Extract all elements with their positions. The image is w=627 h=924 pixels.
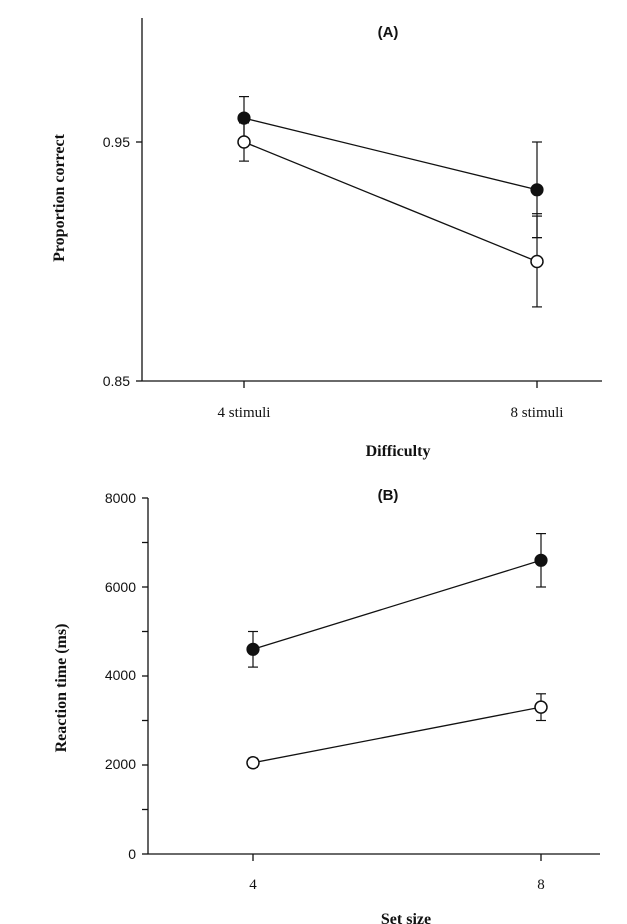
panel-b-ytick-label: 0 bbox=[128, 846, 136, 862]
panel-a-series-open-line bbox=[243, 141, 538, 263]
panel-b: (B) Reaction time (ms) Set size 8000 600… bbox=[53, 487, 600, 924]
panel-b-ytick-label: 6000 bbox=[105, 579, 136, 595]
panel-a-xlabel: Difficulty bbox=[366, 443, 431, 460]
panel-b-ytick-label: 2000 bbox=[105, 756, 136, 772]
panel-b-point-filled bbox=[246, 642, 260, 656]
panel-a-xtick-label: 8 stimuli bbox=[511, 405, 564, 421]
panel-a-point-filled bbox=[237, 111, 251, 125]
panel-a-series-filled-line bbox=[243, 117, 538, 191]
panel-a-point-open bbox=[530, 254, 544, 269]
panel-b-point-open bbox=[534, 700, 548, 714]
panel-b-xtick-label: 4 bbox=[249, 877, 257, 893]
panel-b-ytick-label: 8000 bbox=[105, 490, 136, 506]
panel-b-point-open bbox=[246, 756, 260, 770]
panel-b-xlabel: Set size bbox=[381, 911, 431, 924]
panel-a-ytick-label: 0.95 bbox=[103, 134, 130, 150]
panel-a-ytick-label: 0.85 bbox=[103, 373, 130, 389]
panel-b-xtick-label: 8 bbox=[537, 877, 545, 893]
panel-b-ylabel: Reaction time (ms) bbox=[53, 624, 70, 753]
panel-a: (A) Proportion correct Difficulty 0.95 0… bbox=[51, 18, 602, 460]
panel-b-title: (B) bbox=[378, 487, 399, 504]
panel-a-title: (A) bbox=[378, 24, 399, 41]
panel-b-series-open-line bbox=[252, 706, 542, 764]
panel-b-ytick-label: 4000 bbox=[105, 667, 136, 683]
panel-b-point-filled bbox=[534, 553, 548, 567]
panel-b-series-filled-line bbox=[252, 559, 542, 650]
panel-a-ylabel: Proportion correct bbox=[51, 133, 68, 261]
panel-a-point-open bbox=[237, 135, 251, 149]
panel-a-point-filled bbox=[530, 183, 544, 197]
panel-a-xtick-label: 4 stimuli bbox=[218, 405, 271, 421]
